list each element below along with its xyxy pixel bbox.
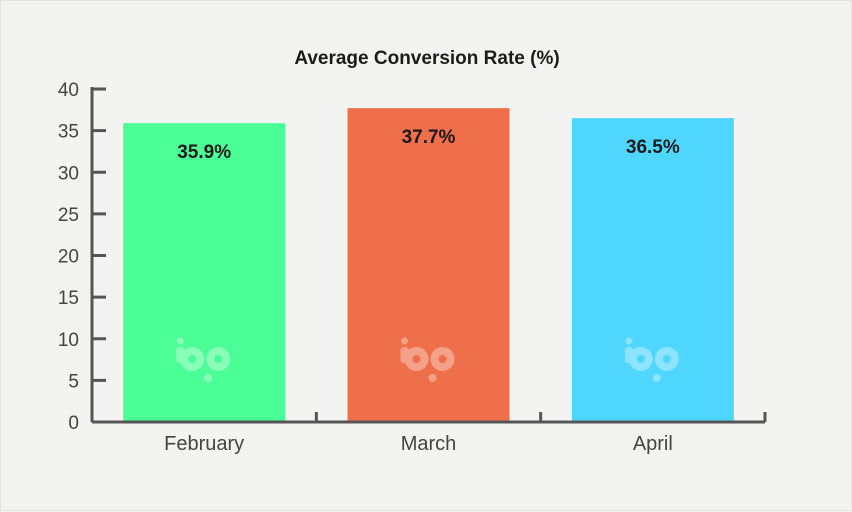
bp-logo-icon <box>400 337 455 382</box>
bar-march <box>347 108 510 423</box>
bar-value-label: 37.7% <box>402 127 456 148</box>
x-tick-label: April <box>633 433 673 455</box>
x-tick-label: February <box>164 433 244 455</box>
y-tick-label: 15 <box>58 288 79 309</box>
y-tick-label: 35 <box>58 122 79 143</box>
y-tick-label: 20 <box>58 247 79 268</box>
x-tick-label: March <box>401 433 457 455</box>
y-tick-label: 30 <box>58 163 79 184</box>
bp-logo-icon <box>176 337 231 382</box>
bar-value-label: 36.5% <box>626 137 680 158</box>
bp-logo-icon <box>624 337 679 382</box>
bar-value-label: 35.9% <box>177 142 231 163</box>
y-tick-label: 10 <box>58 330 79 351</box>
chart-title: Average Conversion Rate (%) <box>294 48 559 69</box>
bar-february <box>123 123 286 422</box>
bars-group: 35.9% 37.7% 36.5% <box>123 108 734 423</box>
y-tick-label: 40 <box>58 80 79 101</box>
bar-april <box>571 118 734 422</box>
y-tick-label: 0 <box>68 413 79 434</box>
y-tick-label: 25 <box>58 205 79 226</box>
axes-group: February March April 0 5 10 15 20 25 30 35 40 <box>58 80 767 455</box>
y-tick-label: 5 <box>68 371 79 392</box>
